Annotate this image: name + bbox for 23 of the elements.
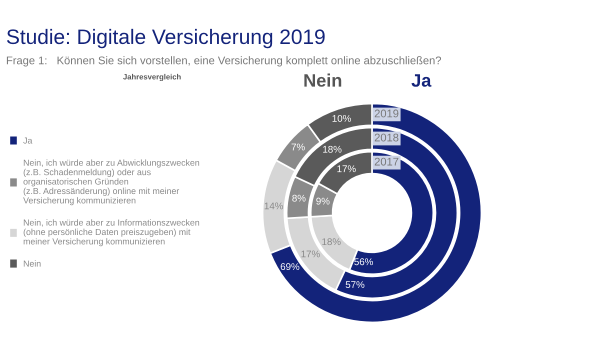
data-label: 10% <box>332 114 351 122</box>
chart-subtitle: Frage 1: Können Sie sich vorstellen, eine Versicherung komplett online abzuschließen? <box>6 56 442 67</box>
data-label: 8% <box>292 194 306 202</box>
chart-title: Studie: Digitale Versicherung 2019 <box>6 28 325 48</box>
data-label: 9% <box>316 198 330 205</box>
slice-label: 2018 <box>374 134 398 142</box>
slice-label: 2017 <box>374 158 398 166</box>
data-label: 56% <box>354 258 373 266</box>
slice-label: 2019 <box>374 110 398 118</box>
data-label: 7% <box>292 144 305 150</box>
data-label: 69% <box>280 263 300 270</box>
data-label: 18% <box>322 238 341 246</box>
legend-label: Nein, ich würde aber zu Informationszwecken (ohne persönliche Daten preiszugeben) mit meiner Versicherung kommunizieren <box>24 219 200 246</box>
data-label: 17% <box>337 165 356 172</box>
data-label: 17% <box>301 250 320 258</box>
legend-label: Nein, ich würde aber zu Abwicklungszwecken (z.B. Schadenmeldung) oder aus organisatorischen Gründen (z.B. Adressänderung) online mit meiner Versicherung kommunizieren <box>23 159 200 206</box>
data-label: 14% <box>264 202 284 210</box>
text: Ja <box>411 74 432 87</box>
data-label: 57% <box>346 281 364 288</box>
data-label: 18% <box>323 146 342 153</box>
text: Nein <box>304 74 342 87</box>
legend-label: Ja <box>23 138 32 144</box>
legend-label: Nein <box>24 260 41 267</box>
